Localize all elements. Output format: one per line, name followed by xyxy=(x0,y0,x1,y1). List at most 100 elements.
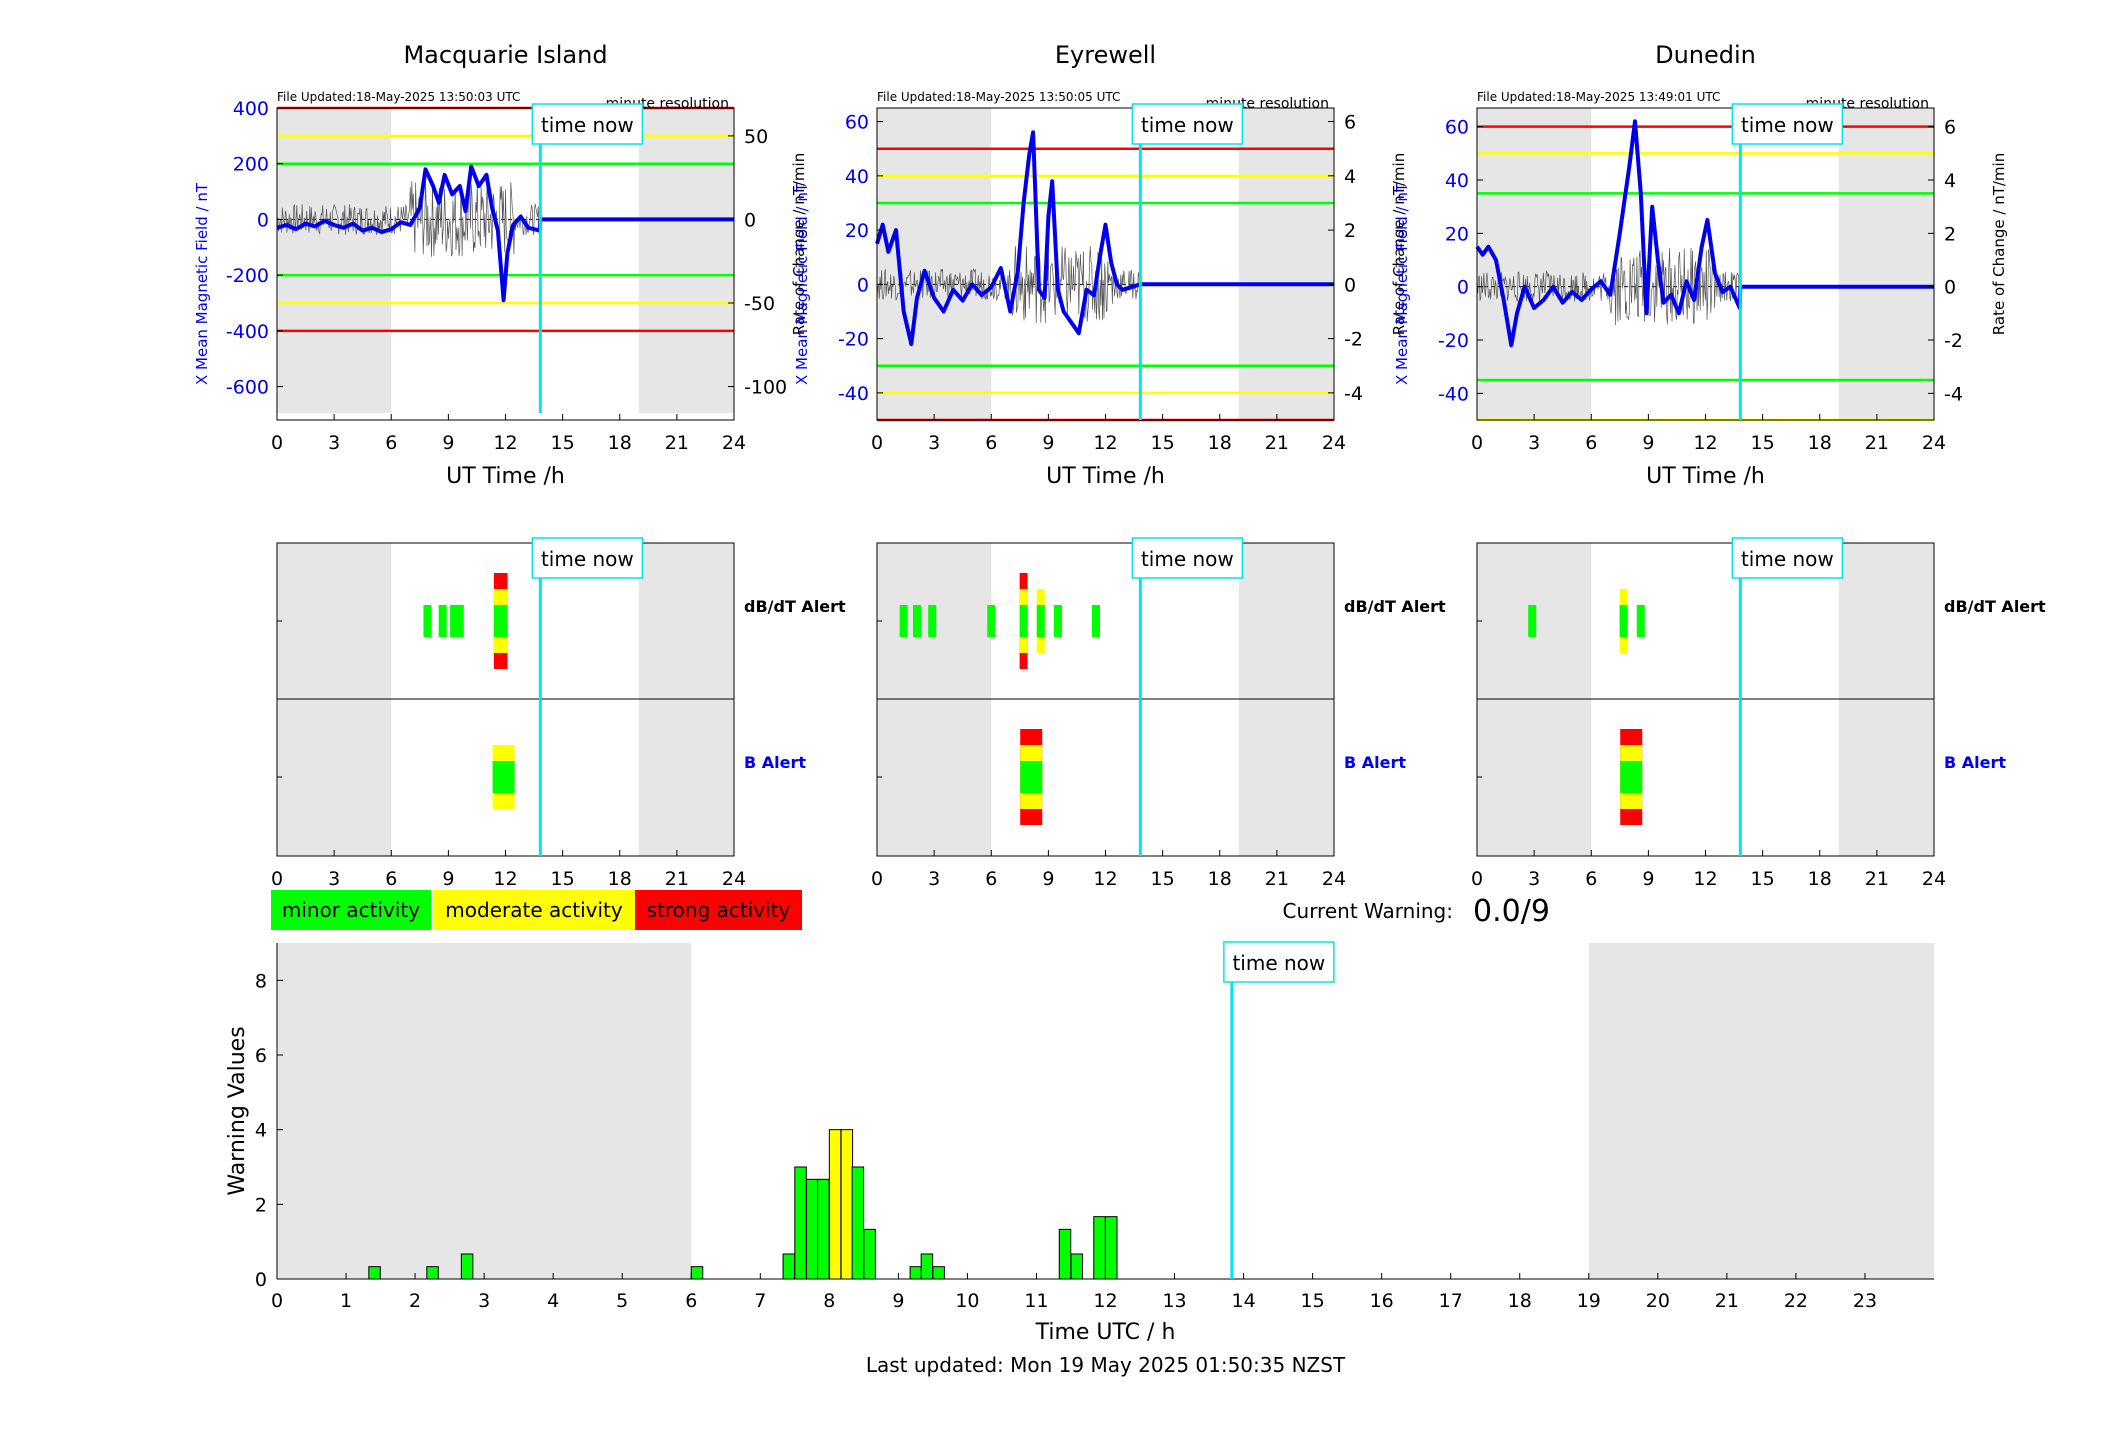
dbdt-alert-mark-green xyxy=(899,605,908,637)
hist-x-tick-label: 20 xyxy=(1646,1290,1670,1312)
x-tick-label-alert: 21 xyxy=(1865,868,1889,890)
warning-bar xyxy=(840,1129,854,1280)
x-tick-label-alert: 3 xyxy=(928,868,940,890)
time-now-box-alert xyxy=(531,537,644,579)
warning-bar xyxy=(1093,1216,1106,1280)
activity-legend: minor activity moderate activity strong ac… xyxy=(271,890,802,930)
y-tick-label-right: 6 xyxy=(1344,112,1356,134)
x-tick-label-alert: 24 xyxy=(722,868,746,890)
dbdt-alert-mark-green xyxy=(499,605,508,637)
time-now-label-alert: time now xyxy=(541,547,634,571)
x-tick-label: 0 xyxy=(1471,432,1483,454)
dbdt-alert-mark-green xyxy=(928,605,937,637)
hist-x-tick-label: 6 xyxy=(685,1290,697,1312)
y-tick-label-left: -400 xyxy=(226,321,269,343)
x-axis-label: UT Time /h xyxy=(1646,464,1765,489)
night-shade xyxy=(1477,108,1592,420)
field-trace xyxy=(875,130,1334,346)
x-tick-label-alert: 21 xyxy=(665,868,689,890)
file-updated-text: File Updated:18-May-2025 13:50:03 UTC xyxy=(277,90,520,104)
hist-x-tick-label: 21 xyxy=(1715,1290,1739,1312)
y-axis-label-right: Rate of Change / nT/min xyxy=(1390,153,1408,335)
hist-x-tick-label: 2 xyxy=(409,1290,421,1312)
warning-bar xyxy=(920,1253,934,1280)
x-tick-label: 21 xyxy=(1265,432,1289,454)
x-tick-label: 24 xyxy=(1922,432,1946,454)
warning-bar xyxy=(851,1166,865,1280)
b-alert-mark-green xyxy=(1620,761,1643,793)
night-shade xyxy=(1838,108,1934,420)
hist-x-tick-label: 1 xyxy=(340,1290,352,1312)
rate-of-change-trace xyxy=(276,181,541,257)
dbdt-alert-label: dB/dT Alert xyxy=(1944,597,2046,616)
x-tick-label-alert: 9 xyxy=(1042,868,1054,890)
x-tick-label: 9 xyxy=(442,432,454,454)
time-now-box-alert xyxy=(1731,537,1844,579)
hist-x-axis-label: Time UTC / h xyxy=(1035,1320,1176,1345)
hist-y-tick-label: 2 xyxy=(255,1194,267,1216)
warning-bar xyxy=(863,1228,876,1280)
last-updated-text: Last updated: Mon 19 May 2025 01:50:35 N… xyxy=(866,1353,1346,1377)
x-tick-label-alert: 9 xyxy=(442,868,454,890)
hist-x-tick-label: 23 xyxy=(1853,1290,1877,1312)
y-axis-label-right: Rate of Change / nT/min xyxy=(1990,153,2008,335)
y-tick-label-left: 40 xyxy=(1445,170,1469,192)
y-tick-label-right: 0 xyxy=(1344,274,1356,296)
dbdt-alert-mark-green xyxy=(987,605,996,637)
x-axis-label: UT Time /h xyxy=(446,464,565,489)
dbdt-alert-mark-green xyxy=(1036,605,1045,637)
x-tick-label: 9 xyxy=(1642,432,1654,454)
dbdt-alert-mark-green xyxy=(912,605,921,637)
dbdt-alert-mark-green xyxy=(1053,605,1062,637)
hist-x-tick-label: 8 xyxy=(823,1290,835,1312)
x-tick-label-alert: 12 xyxy=(1693,868,1717,890)
time-now-box-alert xyxy=(1131,537,1244,579)
x-tick-label-alert: 12 xyxy=(493,868,517,890)
station-title: Dunedin xyxy=(1655,41,1756,69)
y-axis-label-left: X Mean Magnetic Field / nT xyxy=(1393,182,1411,385)
y-tick-label-left: 0 xyxy=(1457,277,1469,299)
x-tick-label-alert: 18 xyxy=(1808,868,1832,890)
hist-x-tick-label: 4 xyxy=(547,1290,559,1312)
station-panels: Macquarie Island4002000-200-400-600500-5… xyxy=(193,41,2046,890)
file-updated-text: File Updated:18-May-2025 13:49:01 UTC xyxy=(1477,90,1720,104)
dbdt-alert-label: dB/dT Alert xyxy=(1344,597,1446,616)
y-tick-label-left: -40 xyxy=(1438,383,1469,405)
x-tick-label-alert: 3 xyxy=(328,868,340,890)
x-axis-label: UT Time /h xyxy=(1046,464,1165,489)
hist-y-tick-label: 8 xyxy=(255,970,267,992)
warning-bar xyxy=(828,1129,842,1280)
warning-bar xyxy=(932,1266,945,1280)
x-tick-label-alert: 15 xyxy=(1751,868,1775,890)
y-tick-label-right: 6 xyxy=(1944,117,1956,139)
x-tick-label: 6 xyxy=(1585,432,1597,454)
hist-x-tick-label: 18 xyxy=(1508,1290,1532,1312)
hist-x-tick-label: 14 xyxy=(1231,1290,1255,1312)
hist-y-axis-label: Warning Values xyxy=(225,1026,250,1195)
x-tick-label-alert: 3 xyxy=(1528,868,1540,890)
hist-x-tick-label: 9 xyxy=(892,1290,904,1312)
b-alert-label: B Alert xyxy=(1944,753,2006,772)
y-tick-label-right: -2 xyxy=(1344,329,1363,351)
x-tick-label: 3 xyxy=(928,432,940,454)
hist-x-tick-label: 10 xyxy=(955,1290,979,1312)
y-tick-label-left: 0 xyxy=(257,209,269,231)
warning-bar xyxy=(794,1166,807,1280)
warning-bar xyxy=(909,1266,923,1280)
y-tick-label-left: 20 xyxy=(1445,223,1469,245)
dbdt-alert-mark-green xyxy=(1619,605,1628,637)
y-tick-label-right: -4 xyxy=(1944,383,1963,405)
y-tick-label-left: -600 xyxy=(226,377,269,399)
hist-x-tick-label: 22 xyxy=(1784,1290,1808,1312)
x-tick-label-alert: 15 xyxy=(551,868,575,890)
x-tick-label-alert: 0 xyxy=(1471,868,1483,890)
time-now-label-alert: time now xyxy=(1141,547,1234,571)
dbdt-alert-mark-green xyxy=(438,605,447,637)
time-now-box xyxy=(531,103,644,145)
night-shade xyxy=(638,108,734,413)
x-tick-label-alert: 15 xyxy=(1151,868,1175,890)
y-tick-label-right: -50 xyxy=(744,293,775,315)
time-now-label: time now xyxy=(1741,113,1834,137)
